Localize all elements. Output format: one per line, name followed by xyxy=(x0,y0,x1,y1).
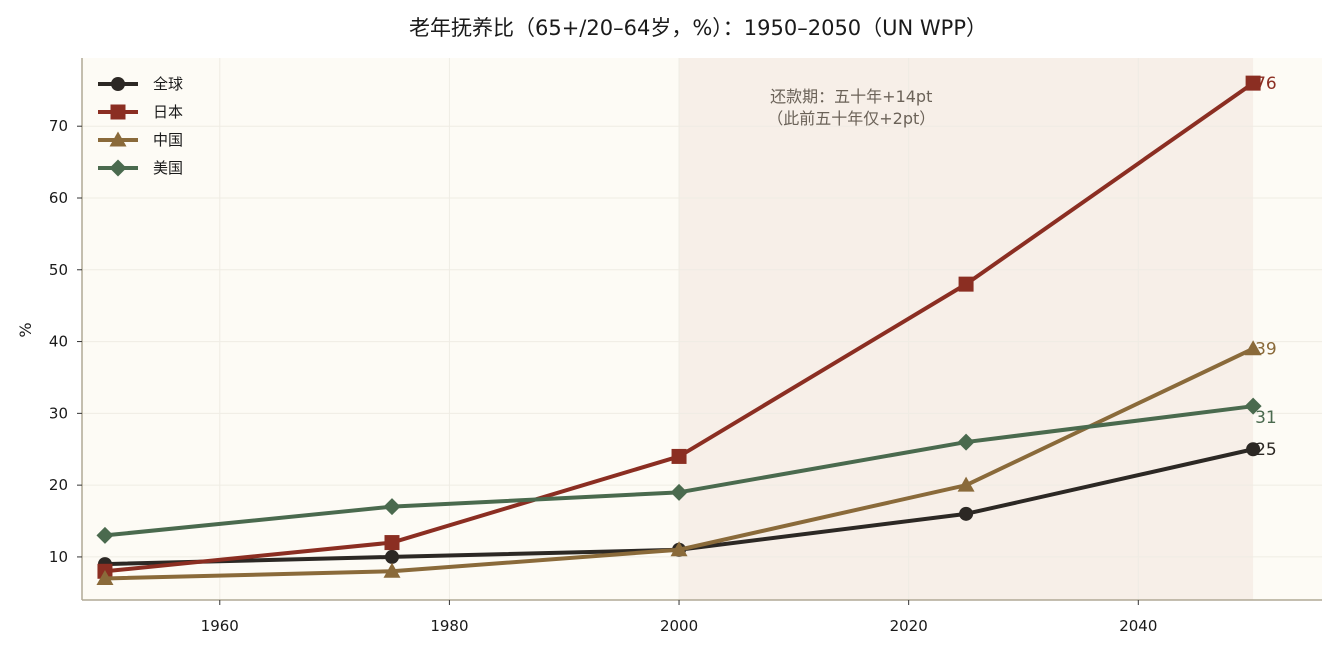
point-2-1950 xyxy=(96,569,114,585)
point-3-1975 xyxy=(383,498,401,516)
legend-marker-3 xyxy=(109,159,127,177)
x-tick-label-1960: 1960 xyxy=(201,617,239,635)
y-tick-label-20: 20 xyxy=(49,476,68,494)
y-tick-label-40: 40 xyxy=(49,333,68,351)
legend-marker-0 xyxy=(111,77,125,91)
series-3: 31 xyxy=(96,397,1277,544)
annotation-line-1: 还款期：五十年+14pt xyxy=(770,87,932,106)
point-3-2025 xyxy=(957,433,975,451)
point-1-1975 xyxy=(384,535,400,551)
point-0-1975 xyxy=(385,549,399,564)
point-3-2050 xyxy=(1244,397,1262,415)
y-tick-label-10: 10 xyxy=(49,548,68,566)
y-tick-label-50: 50 xyxy=(49,261,68,279)
end-label-3: 31 xyxy=(1255,408,1277,428)
series-2: 39 xyxy=(96,340,1277,585)
legend-label-3: 美国 xyxy=(153,159,183,177)
point-3-1950 xyxy=(96,526,114,544)
y-tick-label-70: 70 xyxy=(49,117,68,135)
y-tick-label-30: 30 xyxy=(49,404,68,422)
legend-label-2: 中国 xyxy=(153,131,183,149)
legend-item-1: 日本 xyxy=(98,103,183,121)
x-tick-label-2000: 2000 xyxy=(660,617,698,635)
x-tick-label-1980: 1980 xyxy=(430,617,468,635)
axes: 1960 1980 2000 2020 2040 10 20 30 40 50 60 70 xyxy=(49,58,1322,635)
point-0-2025 xyxy=(959,506,974,521)
point-2-2000 xyxy=(670,541,688,557)
x-tick-label-2020: 2020 xyxy=(890,617,928,635)
point-2-2050 xyxy=(1244,340,1262,356)
series: 25 76 39 31 xyxy=(96,74,1277,585)
legend-label-0: 全球 xyxy=(153,75,183,93)
legend-marker-2 xyxy=(109,131,127,147)
legend-marker-1 xyxy=(110,104,126,120)
point-2-1975 xyxy=(383,562,401,578)
legend-item-2: 中国 xyxy=(98,131,183,149)
chart-title: 老年抚养比（65+/20–64岁，%）：1950–2050（UN WPP） xyxy=(409,16,987,40)
end-label-1: 76 xyxy=(1255,74,1277,94)
legend-item-0: 全球 xyxy=(98,75,183,93)
y-axis-label: % xyxy=(16,322,35,337)
point-0-2050 xyxy=(1246,442,1261,457)
point-3-2000 xyxy=(670,483,688,501)
x-tick-label-2040: 2040 xyxy=(1119,617,1157,635)
point-1-2000 xyxy=(671,448,687,464)
point-2-2025 xyxy=(957,476,975,492)
end-label-0: 25 xyxy=(1255,440,1277,460)
point-1-2025 xyxy=(958,276,974,292)
point-1-2050 xyxy=(1245,75,1261,91)
end-label-2: 39 xyxy=(1255,340,1277,360)
legend-label-1: 日本 xyxy=(153,103,183,121)
annotation-line-2: （此前五十年仅+2pt） xyxy=(767,109,935,128)
y-tick-label-60: 60 xyxy=(49,189,68,207)
legend-item-3: 美国 xyxy=(98,159,183,177)
